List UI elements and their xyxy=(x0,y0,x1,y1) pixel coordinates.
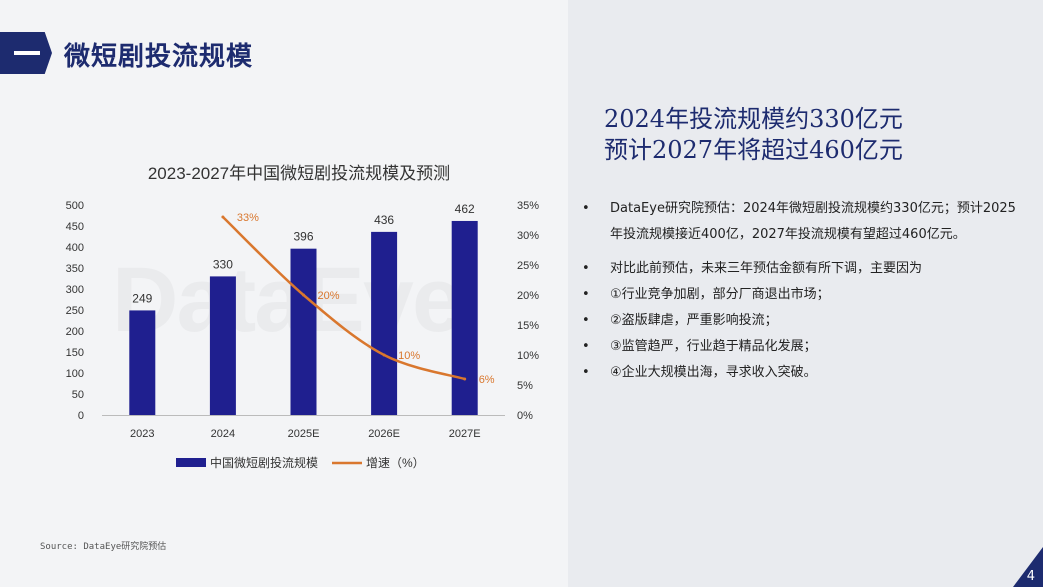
growth-value-label: 6% xyxy=(479,374,495,386)
y-left-tick-label: 450 xyxy=(66,221,84,233)
bullet-text: 对比此前预估，未来三年预估金额有所下调，主要因为 xyxy=(610,261,923,276)
chart-svg: 2023-2027年中国微短剧投流规模及预测500450400350300250… xyxy=(66,164,540,470)
y-left-tick-label: 350 xyxy=(66,263,84,275)
y-left-tick-label: 150 xyxy=(66,347,84,359)
y-left-tick-label: 200 xyxy=(66,326,84,338)
y-left-tick-label: 300 xyxy=(66,284,84,296)
bullet-item: • ②盗版肆虐，严重影响投流； xyxy=(582,308,1022,334)
growth-value-label: 20% xyxy=(318,290,340,302)
y-left-tick-label: 0 xyxy=(78,410,84,422)
bullet-text: ②盗版肆虐，严重影响投流； xyxy=(610,313,778,328)
growth-point xyxy=(382,353,386,357)
dash-icon xyxy=(14,51,40,55)
page-number: 4 xyxy=(1026,569,1035,584)
bar-value-label: 462 xyxy=(455,202,475,216)
bullet-text: ③监管趋严，行业趋于精品化发展； xyxy=(610,339,817,354)
y-right-tick-label: 20% xyxy=(517,290,539,302)
y-right-tick-label: 25% xyxy=(517,260,539,272)
bar-value-label: 436 xyxy=(374,213,394,227)
growth-line xyxy=(222,216,466,381)
bullet-dot-icon: • xyxy=(582,287,590,302)
growth-point xyxy=(463,377,467,381)
y-left-tick-label: 400 xyxy=(66,242,84,254)
y-right-tick-label: 10% xyxy=(517,350,539,362)
bullet-item: • 对比此前预估，未来三年预估金额有所下调，主要因为 xyxy=(582,256,1022,282)
bar-value-label: 249 xyxy=(132,291,152,305)
bar xyxy=(290,248,317,415)
bullet-item: • ①行业竞争加剧，部分厂商退出市场； xyxy=(582,282,1022,308)
y-right-tick-label: 30% xyxy=(517,230,539,242)
x-tick-label: 2027E xyxy=(449,428,481,440)
bullet-dot-icon: • xyxy=(582,201,590,216)
bullet-text: DataEye研究院预估：2024年微短剧投流规模约330亿元；预计2025年投… xyxy=(610,201,1016,242)
legend-line-label: 增速（%） xyxy=(366,456,425,470)
y-right-tick-label: 35% xyxy=(517,200,539,212)
growth-point xyxy=(221,215,225,219)
growth-value-label: 10% xyxy=(398,350,420,362)
y-right-tick-label: 5% xyxy=(517,380,533,392)
growth-point xyxy=(302,293,305,297)
y-right-tick-label: 15% xyxy=(517,320,539,332)
headline: 2024年投流规模约330亿元 预计2027年将超过460亿元 xyxy=(604,104,1024,166)
bar xyxy=(451,220,478,415)
bullet-text: ④企业大规模出海，寻求收入突破。 xyxy=(610,365,817,380)
bar xyxy=(371,231,398,415)
bullet-list: • DataEye研究院预估：2024年微短剧投流规模约330亿元；预计2025年… xyxy=(582,196,1022,386)
header-tab xyxy=(0,32,52,74)
x-tick-label: 2023 xyxy=(130,428,154,440)
y-left-tick-label: 250 xyxy=(66,305,84,317)
bullet-dot-icon: • xyxy=(582,313,590,328)
x-tick-label: 2025E xyxy=(288,428,320,440)
headline-line-1: 2024年投流规模约330亿元 xyxy=(604,105,903,133)
bullet-item: • ③监管趋严，行业趋于精品化发展； xyxy=(582,334,1022,360)
y-left-tick-label: 50 xyxy=(72,389,84,401)
bar-value-label: 396 xyxy=(293,230,313,244)
x-tick-label: 2026E xyxy=(368,428,400,440)
y-right-tick-label: 0% xyxy=(517,410,533,422)
growth-value-label: 33% xyxy=(237,212,259,224)
x-tick-label: 2024 xyxy=(211,428,235,440)
chart-title: 2023-2027年中国微短剧投流规模及预测 xyxy=(148,164,450,183)
bar xyxy=(209,276,236,415)
chart-container: DataEye 2023-2027年中国微短剧投流规模及预测5004504003… xyxy=(66,164,540,470)
bullet-item: • DataEye研究院预估：2024年微短剧投流规模约330亿元；预计2025年… xyxy=(582,196,1022,248)
bar-value-label: 330 xyxy=(213,257,233,271)
legend-bar-label: 中国微短剧投流规模 xyxy=(210,455,318,470)
bar xyxy=(129,310,156,415)
right-panel xyxy=(568,0,1043,587)
bullet-dot-icon: • xyxy=(582,261,590,276)
headline-line-2: 预计2027年将超过460亿元 xyxy=(604,136,903,164)
bullet-text: ①行业竞争加剧，部分厂商退出市场； xyxy=(610,287,830,302)
bullet-item: • ④企业大规模出海，寻求收入突破。 xyxy=(582,360,1022,386)
y-left-tick-label: 100 xyxy=(66,368,84,380)
legend-bar-swatch xyxy=(176,458,206,467)
page-title: 微短剧投流规模 xyxy=(64,42,254,72)
y-left-tick-label: 500 xyxy=(66,200,84,212)
bullet-dot-icon: • xyxy=(582,365,590,380)
source-note: Source: DataEye研究院预估 xyxy=(40,542,167,552)
bullet-dot-icon: • xyxy=(582,339,590,354)
